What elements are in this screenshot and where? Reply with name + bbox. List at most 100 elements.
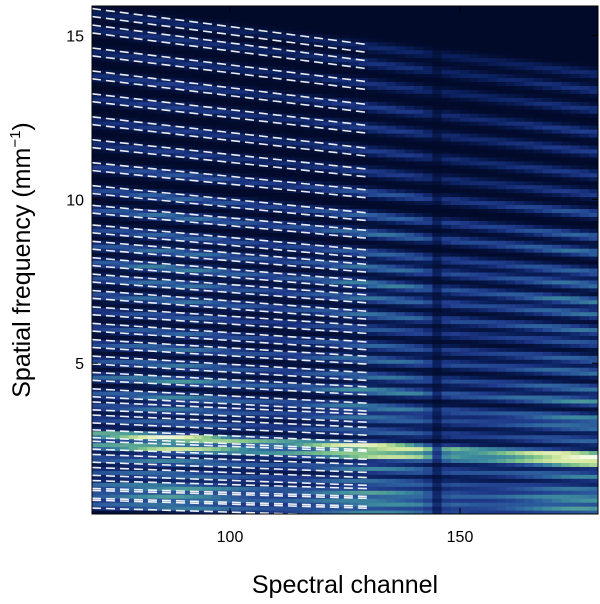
- heatmap-cell: [156, 113, 167, 118]
- heatmap-cell: [266, 101, 277, 106]
- heatmap-cell: [441, 236, 452, 241]
- heatmap-cell: [441, 13, 452, 19]
- heatmap-cell: [128, 81, 139, 86]
- heatmap-cell: [220, 109, 231, 114]
- heatmap-cell: [156, 53, 167, 59]
- heatmap-cell: [303, 267, 314, 273]
- heatmap-cell: [165, 510, 176, 514]
- heatmap-cell: [248, 240, 259, 245]
- heatmap-cell: [349, 121, 360, 126]
- heatmap-cell: [386, 466, 397, 471]
- heatmap-cell: [331, 152, 341, 158]
- heatmap-cell: [414, 25, 424, 31]
- heatmap-cell: [147, 204, 157, 210]
- heatmap-cell: [202, 335, 213, 340]
- heatmap-cell: [404, 140, 415, 146]
- heatmap-cell: [119, 216, 130, 221]
- heatmap-cell: [138, 402, 148, 408]
- heatmap-cell: [92, 140, 102, 146]
- heatmap-cell: [312, 275, 323, 281]
- heatmap-cell: [395, 168, 406, 174]
- heatmap-cell: [165, 93, 176, 98]
- heatmap-cell: [128, 331, 139, 337]
- heatmap-cell: [294, 37, 305, 43]
- heatmap-cell: [368, 458, 378, 464]
- heatmap-cell: [432, 307, 443, 313]
- heatmap-cell: [423, 494, 433, 499]
- heatmap-cell: [294, 129, 305, 134]
- heatmap-cell: [230, 486, 240, 491]
- heatmap-cell: [322, 470, 332, 475]
- heatmap-cell: [368, 224, 378, 229]
- heatmap-cell: [239, 299, 249, 305]
- heatmap-cell: [165, 240, 176, 245]
- heatmap-cell: [358, 77, 369, 83]
- heatmap-cell: [432, 462, 443, 467]
- heatmap-cell: [147, 33, 157, 39]
- heatmap-cell: [276, 351, 286, 356]
- heatmap-cell: [257, 498, 268, 503]
- heatmap-cell: [386, 414, 397, 420]
- heatmap-cell: [368, 33, 378, 39]
- heatmap-cell: [386, 410, 397, 416]
- heatmap-cell: [322, 164, 332, 170]
- heatmap-cell: [312, 410, 323, 416]
- heatmap-cell: [349, 355, 360, 360]
- heatmap-cell: [349, 343, 360, 348]
- heatmap-cell: [202, 394, 213, 400]
- heatmap-cell: [239, 295, 249, 301]
- heatmap-cell: [386, 133, 397, 138]
- heatmap-cell: [423, 418, 433, 424]
- heatmap-cell: [340, 279, 351, 285]
- heatmap-cell: [331, 442, 341, 448]
- heatmap-cell: [220, 383, 231, 388]
- heatmap-cell: [101, 49, 111, 55]
- heatmap-cell: [128, 303, 139, 309]
- heatmap-cell: [165, 180, 176, 186]
- heatmap-cell: [211, 335, 222, 340]
- heatmap-cell: [138, 263, 148, 269]
- heatmap-cell: [358, 244, 369, 249]
- heatmap-cell: [276, 188, 286, 194]
- heatmap-cell: [312, 510, 323, 514]
- heatmap-cell: [147, 9, 157, 15]
- heatmap-cell: [220, 212, 231, 217]
- heatmap-cell: [377, 85, 387, 90]
- heatmap-cell: [101, 45, 111, 51]
- heatmap-cell: [377, 41, 387, 47]
- heatmap-cell: [184, 482, 194, 487]
- heatmap-cell: [404, 347, 415, 352]
- heatmap-cell: [128, 323, 139, 329]
- heatmap-cell: [193, 140, 203, 146]
- heatmap-cell: [312, 263, 323, 269]
- heatmap-cell: [358, 367, 369, 372]
- heatmap-cell: [128, 13, 139, 19]
- heatmap-cell: [147, 65, 157, 71]
- heatmap-cell: [322, 299, 332, 305]
- heatmap-cell: [377, 327, 387, 333]
- heatmap-cell: [423, 271, 433, 277]
- heatmap-cell: [312, 41, 323, 47]
- heatmap-cell: [285, 319, 295, 325]
- heatmap-cell: [395, 466, 406, 471]
- heatmap-cell: [101, 117, 111, 122]
- heatmap-cell: [386, 9, 397, 15]
- heatmap-cell: [110, 462, 121, 467]
- heatmap-cell: [340, 367, 351, 372]
- heatmap-cell: [119, 470, 130, 475]
- heatmap-cell: [294, 117, 305, 122]
- heatmap-cell: [184, 196, 194, 202]
- heatmap-cell: [174, 414, 185, 420]
- heatmap-cell: [110, 442, 121, 448]
- heatmap-cell: [147, 248, 157, 253]
- heatmap-cell: [450, 502, 461, 507]
- heatmap-cell: [230, 260, 240, 265]
- heatmap-cell: [349, 414, 360, 420]
- heatmap-cell: [230, 97, 240, 102]
- heatmap-cell: [128, 295, 139, 301]
- heatmap-cell: [230, 339, 240, 344]
- heatmap-cell: [331, 307, 341, 313]
- heatmap-cell: [202, 486, 213, 491]
- heatmap-cell: [386, 204, 397, 210]
- heatmap-cell: [404, 303, 415, 309]
